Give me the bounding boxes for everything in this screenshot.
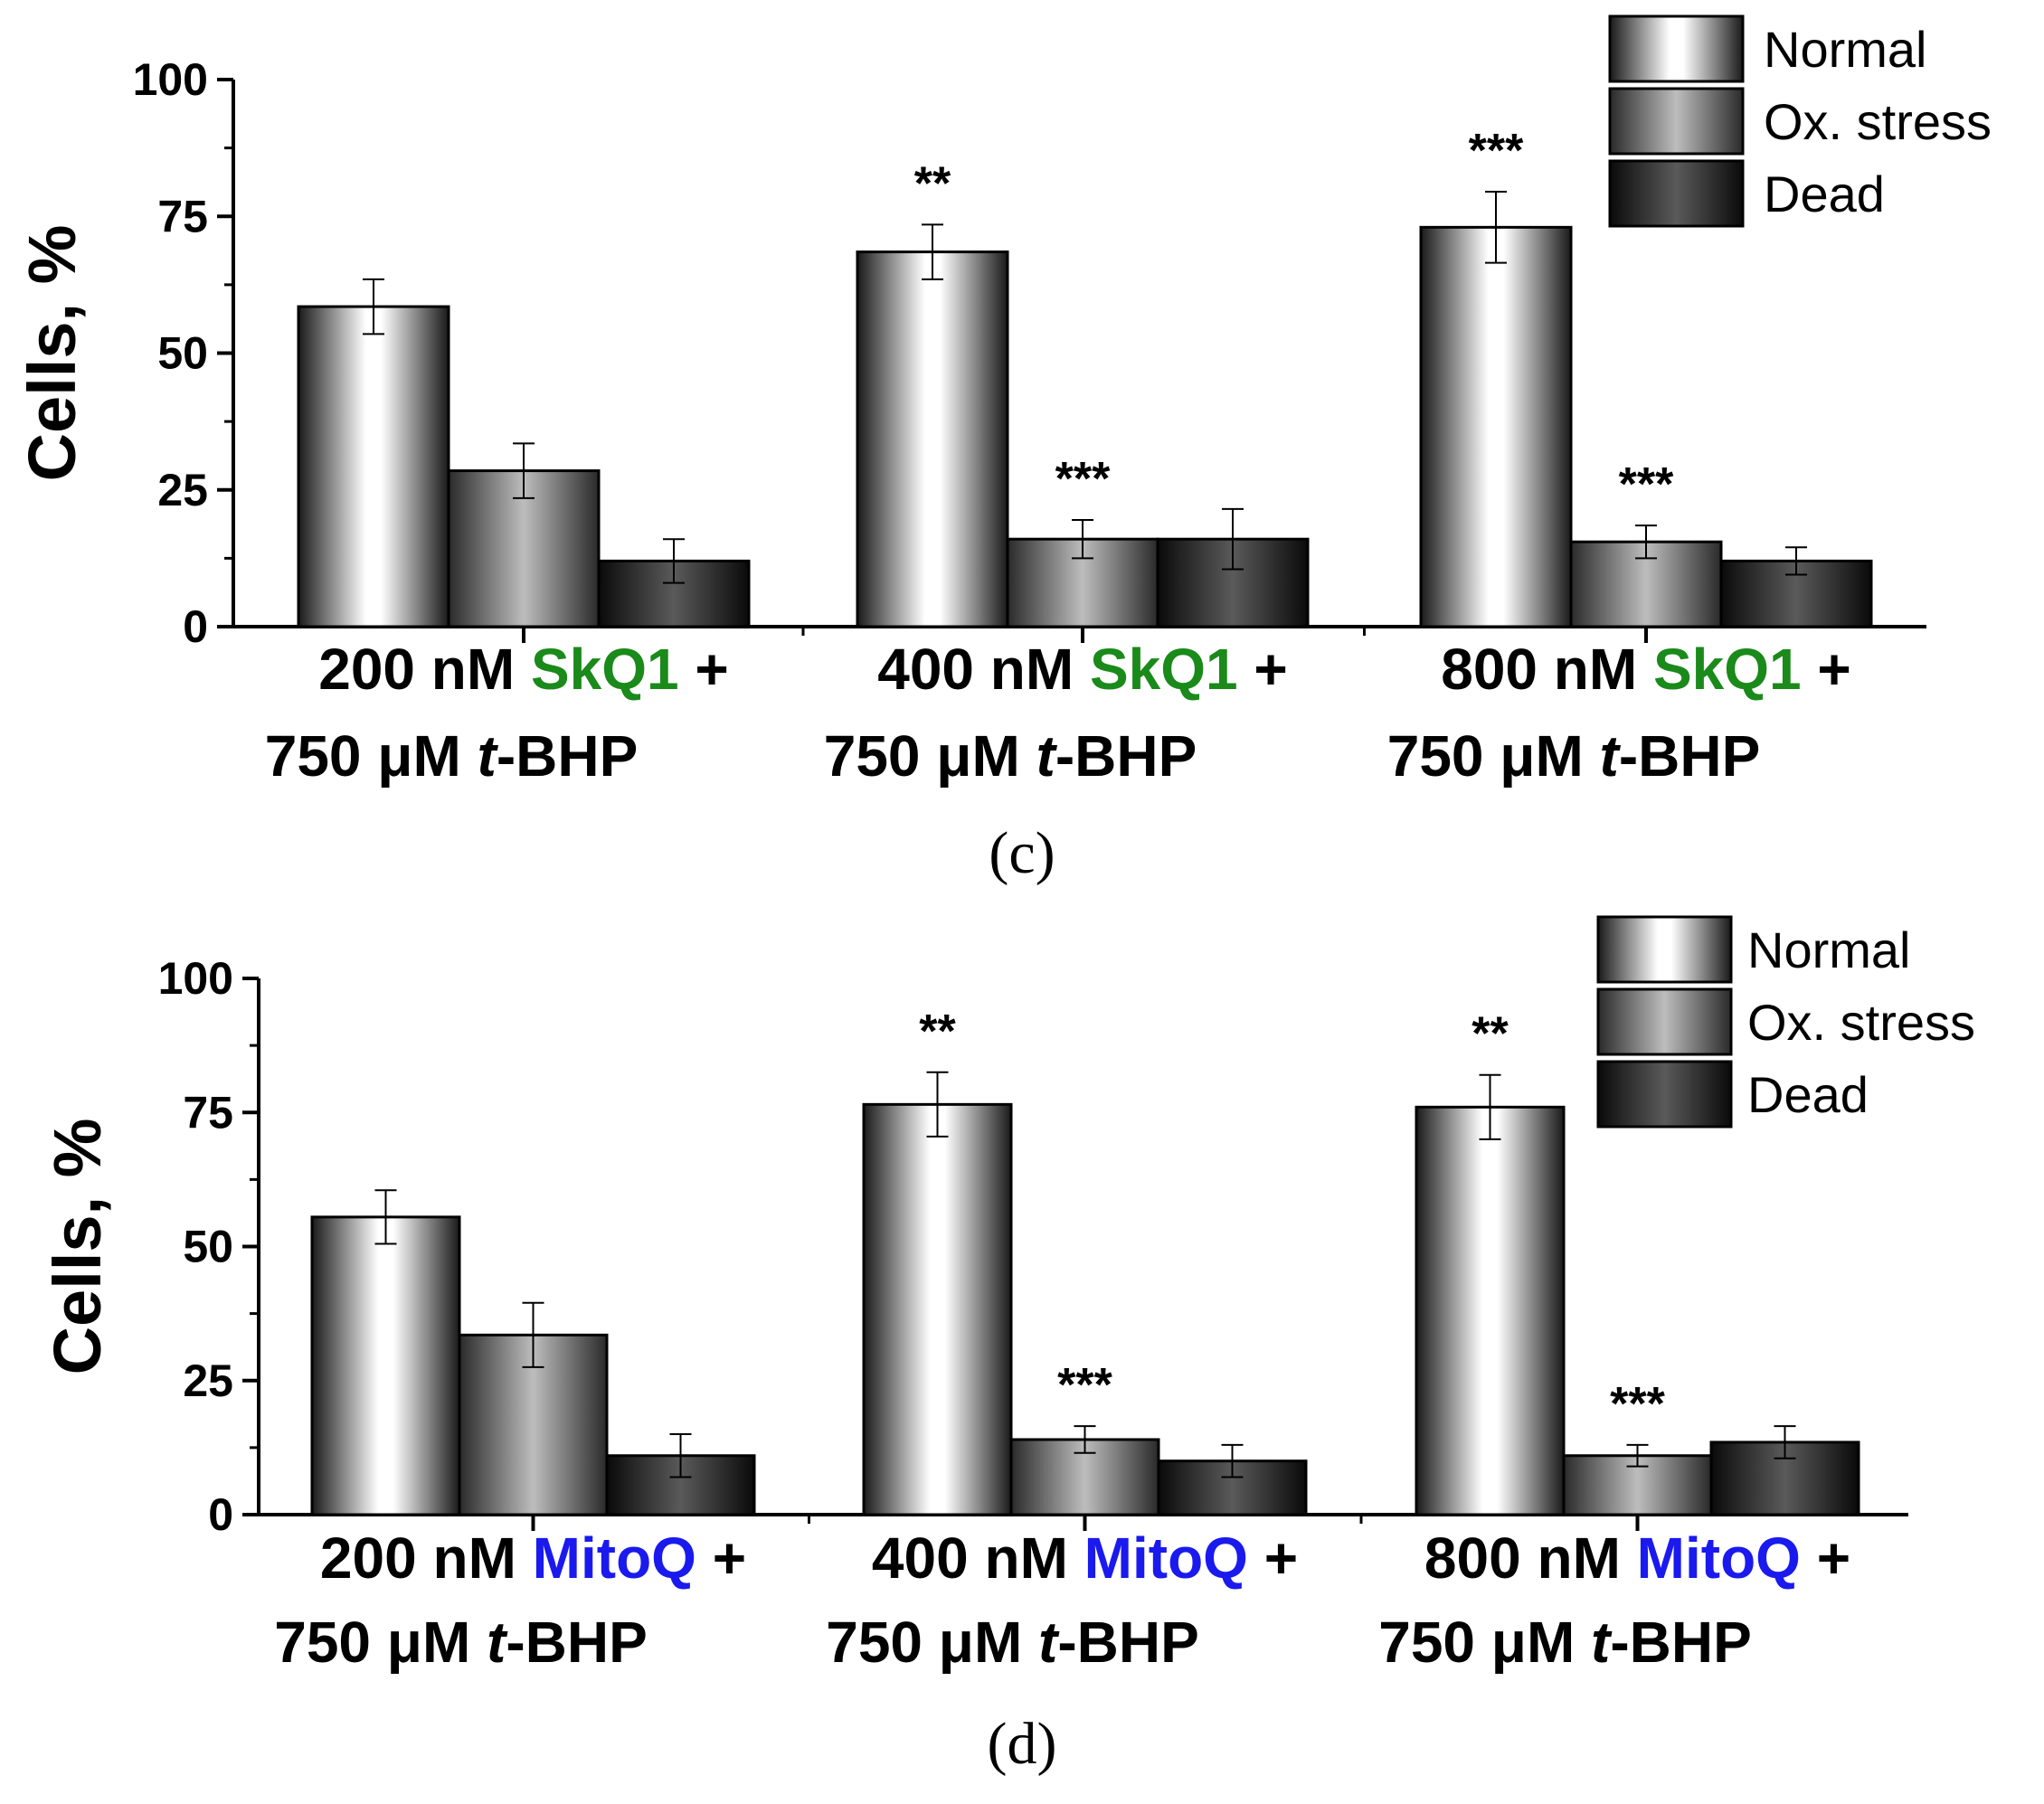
category-tbhp-name: -BHP (1610, 1610, 1751, 1675)
category-dose: 400 nM (872, 1525, 1084, 1591)
category-label-line1: 200 nM MitoQ + (320, 1525, 746, 1591)
bar-normal (1419, 225, 1573, 628)
significance-marker: *** (1057, 1359, 1112, 1412)
significance-marker: ** (1471, 1008, 1509, 1061)
category-tbhp-name: -BHP (506, 1610, 647, 1675)
category-tbhp-italic: t (1600, 723, 1622, 789)
y-tick-label: 100 (158, 953, 233, 1004)
category-label-line1: 800 nM MitoQ + (1424, 1525, 1850, 1591)
y-tick-label: 50 (183, 1222, 233, 1272)
significance-marker: *** (1055, 453, 1111, 505)
category-label-line2: 750 μM t-BHP (1378, 1610, 1752, 1675)
category-dose: 400 nM (877, 637, 1090, 702)
category-tbhp-italic: t (1591, 1610, 1613, 1675)
legend-label-dead: Dead (1764, 165, 1885, 222)
significance-marker: *** (1610, 1378, 1665, 1431)
bar-normal (862, 1102, 1013, 1516)
category-tbhp-italic: t (478, 723, 499, 789)
legend-label-dead: Dead (1747, 1066, 1869, 1123)
category-plus: + (1802, 637, 1851, 702)
category-tbhp-dose: 750 μM (1378, 1610, 1591, 1675)
legend-label-normal: Normal (1764, 21, 1926, 78)
category-label-line1: 400 nM MitoQ + (872, 1525, 1298, 1591)
bar-normal (297, 305, 450, 628)
significance-marker: *** (1469, 125, 1524, 177)
category-tbhp-dose: 750 μM (274, 1610, 487, 1675)
category-dose: 200 nM (320, 1525, 533, 1591)
legend-swatch-normal (1608, 14, 1745, 83)
category-dose: 800 nM (1424, 1525, 1637, 1591)
category-tbhp-dose: 750 μM (1387, 723, 1600, 789)
category-plus: + (1801, 1525, 1850, 1591)
category-plus: + (1238, 637, 1288, 702)
category-tbhp-name: -BHP (1057, 1610, 1198, 1675)
category-label-line2: 750 μM t-BHP (265, 723, 639, 789)
category-drug: SkQ1 (1090, 637, 1238, 702)
legend-label-normal: Normal (1747, 921, 1910, 978)
legend-swatch-ox-stress (1596, 987, 1733, 1056)
category-drug: SkQ1 (1653, 637, 1802, 702)
y-tick-label: 25 (183, 1355, 233, 1406)
category-plus: + (1248, 1525, 1298, 1591)
category-tbhp-name: -BHP (1619, 723, 1760, 789)
category-tbhp-italic: t (1038, 1610, 1060, 1675)
panel-label: (c) (989, 820, 1055, 886)
significance-marker: *** (1619, 458, 1674, 511)
category-tbhp-dose: 750 μM (265, 723, 478, 789)
category-drug: MitoQ (533, 1525, 696, 1591)
significance-marker: ** (914, 157, 951, 210)
category-plus: + (696, 1525, 746, 1591)
y-tick-label: 0 (183, 601, 208, 652)
category-label-line2: 750 μM t-BHP (826, 1610, 1199, 1675)
legend-swatch-dead (1596, 1060, 1733, 1129)
y-axis-label: Cells, % (14, 225, 90, 482)
category-drug: MitoQ (1084, 1525, 1248, 1591)
category-label-line1: 200 nM SkQ1 + (318, 637, 729, 702)
category-label-line1: 800 nM SkQ1 + (1441, 637, 1851, 702)
category-drug: SkQ1 (531, 637, 679, 702)
bar-dead (597, 559, 751, 628)
legend-swatch-dead (1608, 159, 1745, 228)
y-tick-label: 25 (157, 465, 208, 515)
category-tbhp-italic: t (487, 1610, 508, 1675)
y-axis-label: Cells, % (40, 1119, 115, 1375)
category-label-line2: 750 μM t-BHP (824, 723, 1197, 789)
bar-normal (1415, 1105, 1566, 1516)
category-tbhp-name: -BHP (1055, 723, 1197, 789)
category-drug: MitoQ (1637, 1525, 1801, 1591)
category-label-line2: 750 μM t-BHP (1387, 723, 1761, 789)
significance-marker: ** (919, 1006, 956, 1058)
y-tick-label: 50 (157, 328, 208, 379)
category-label-line2: 750 μM t-BHP (274, 1610, 648, 1675)
category-plus: + (679, 637, 729, 702)
category-tbhp-name: -BHP (497, 723, 638, 789)
y-tick-label: 75 (157, 191, 208, 241)
legend-label-ox-stress: Ox. stress (1747, 994, 1975, 1051)
y-tick-label: 75 (183, 1087, 233, 1138)
category-tbhp-dose: 750 μM (824, 723, 1036, 789)
category-tbhp-dose: 750 μM (826, 1610, 1038, 1675)
category-dose: 800 nM (1441, 637, 1653, 702)
category-label-line1: 400 nM SkQ1 + (877, 637, 1288, 702)
y-tick-label: 100 (133, 54, 208, 105)
category-dose: 200 nM (318, 637, 531, 702)
bar-normal (310, 1215, 461, 1516)
legend-swatch-normal (1596, 915, 1733, 984)
panel-label: (d) (988, 1711, 1057, 1777)
bar-normal (856, 250, 1009, 628)
y-tick-label: 0 (208, 1489, 233, 1540)
category-tbhp-italic: t (1036, 723, 1058, 789)
legend-swatch-ox-stress (1608, 87, 1745, 156)
legend-label-ox-stress: Ox. stress (1764, 93, 1992, 150)
